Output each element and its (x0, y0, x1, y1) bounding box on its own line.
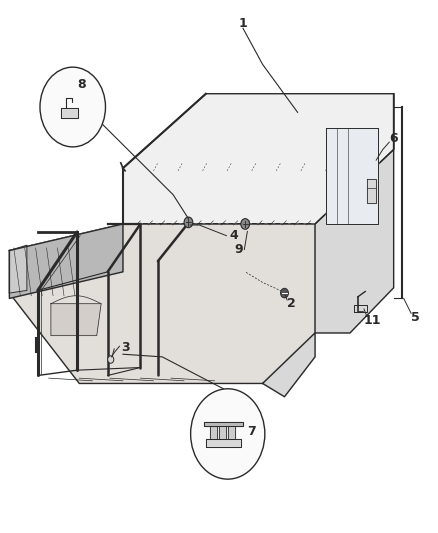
Circle shape (40, 67, 106, 147)
Polygon shape (10, 224, 315, 383)
Text: 6: 6 (389, 132, 398, 146)
Text: 1: 1 (239, 17, 247, 29)
Polygon shape (367, 179, 376, 203)
Polygon shape (10, 245, 27, 293)
Text: 3: 3 (121, 341, 130, 354)
Polygon shape (10, 224, 123, 298)
Circle shape (184, 217, 193, 228)
Polygon shape (204, 422, 243, 426)
Text: 4: 4 (230, 229, 239, 242)
Polygon shape (326, 128, 378, 224)
Text: 9: 9 (234, 243, 243, 256)
Text: 5: 5 (411, 311, 420, 324)
Polygon shape (228, 426, 235, 439)
Polygon shape (354, 305, 367, 312)
Polygon shape (210, 426, 217, 439)
Polygon shape (315, 94, 394, 333)
Polygon shape (61, 108, 78, 118)
Polygon shape (263, 333, 315, 397)
Circle shape (281, 288, 288, 298)
Polygon shape (51, 304, 101, 336)
Polygon shape (123, 94, 394, 224)
Text: 11: 11 (364, 314, 381, 327)
Polygon shape (219, 426, 226, 439)
Text: 2: 2 (287, 297, 296, 310)
Circle shape (241, 219, 250, 229)
Text: 7: 7 (247, 425, 256, 438)
Circle shape (108, 356, 114, 364)
Text: 8: 8 (77, 78, 86, 91)
Circle shape (191, 389, 265, 479)
Polygon shape (206, 439, 241, 447)
